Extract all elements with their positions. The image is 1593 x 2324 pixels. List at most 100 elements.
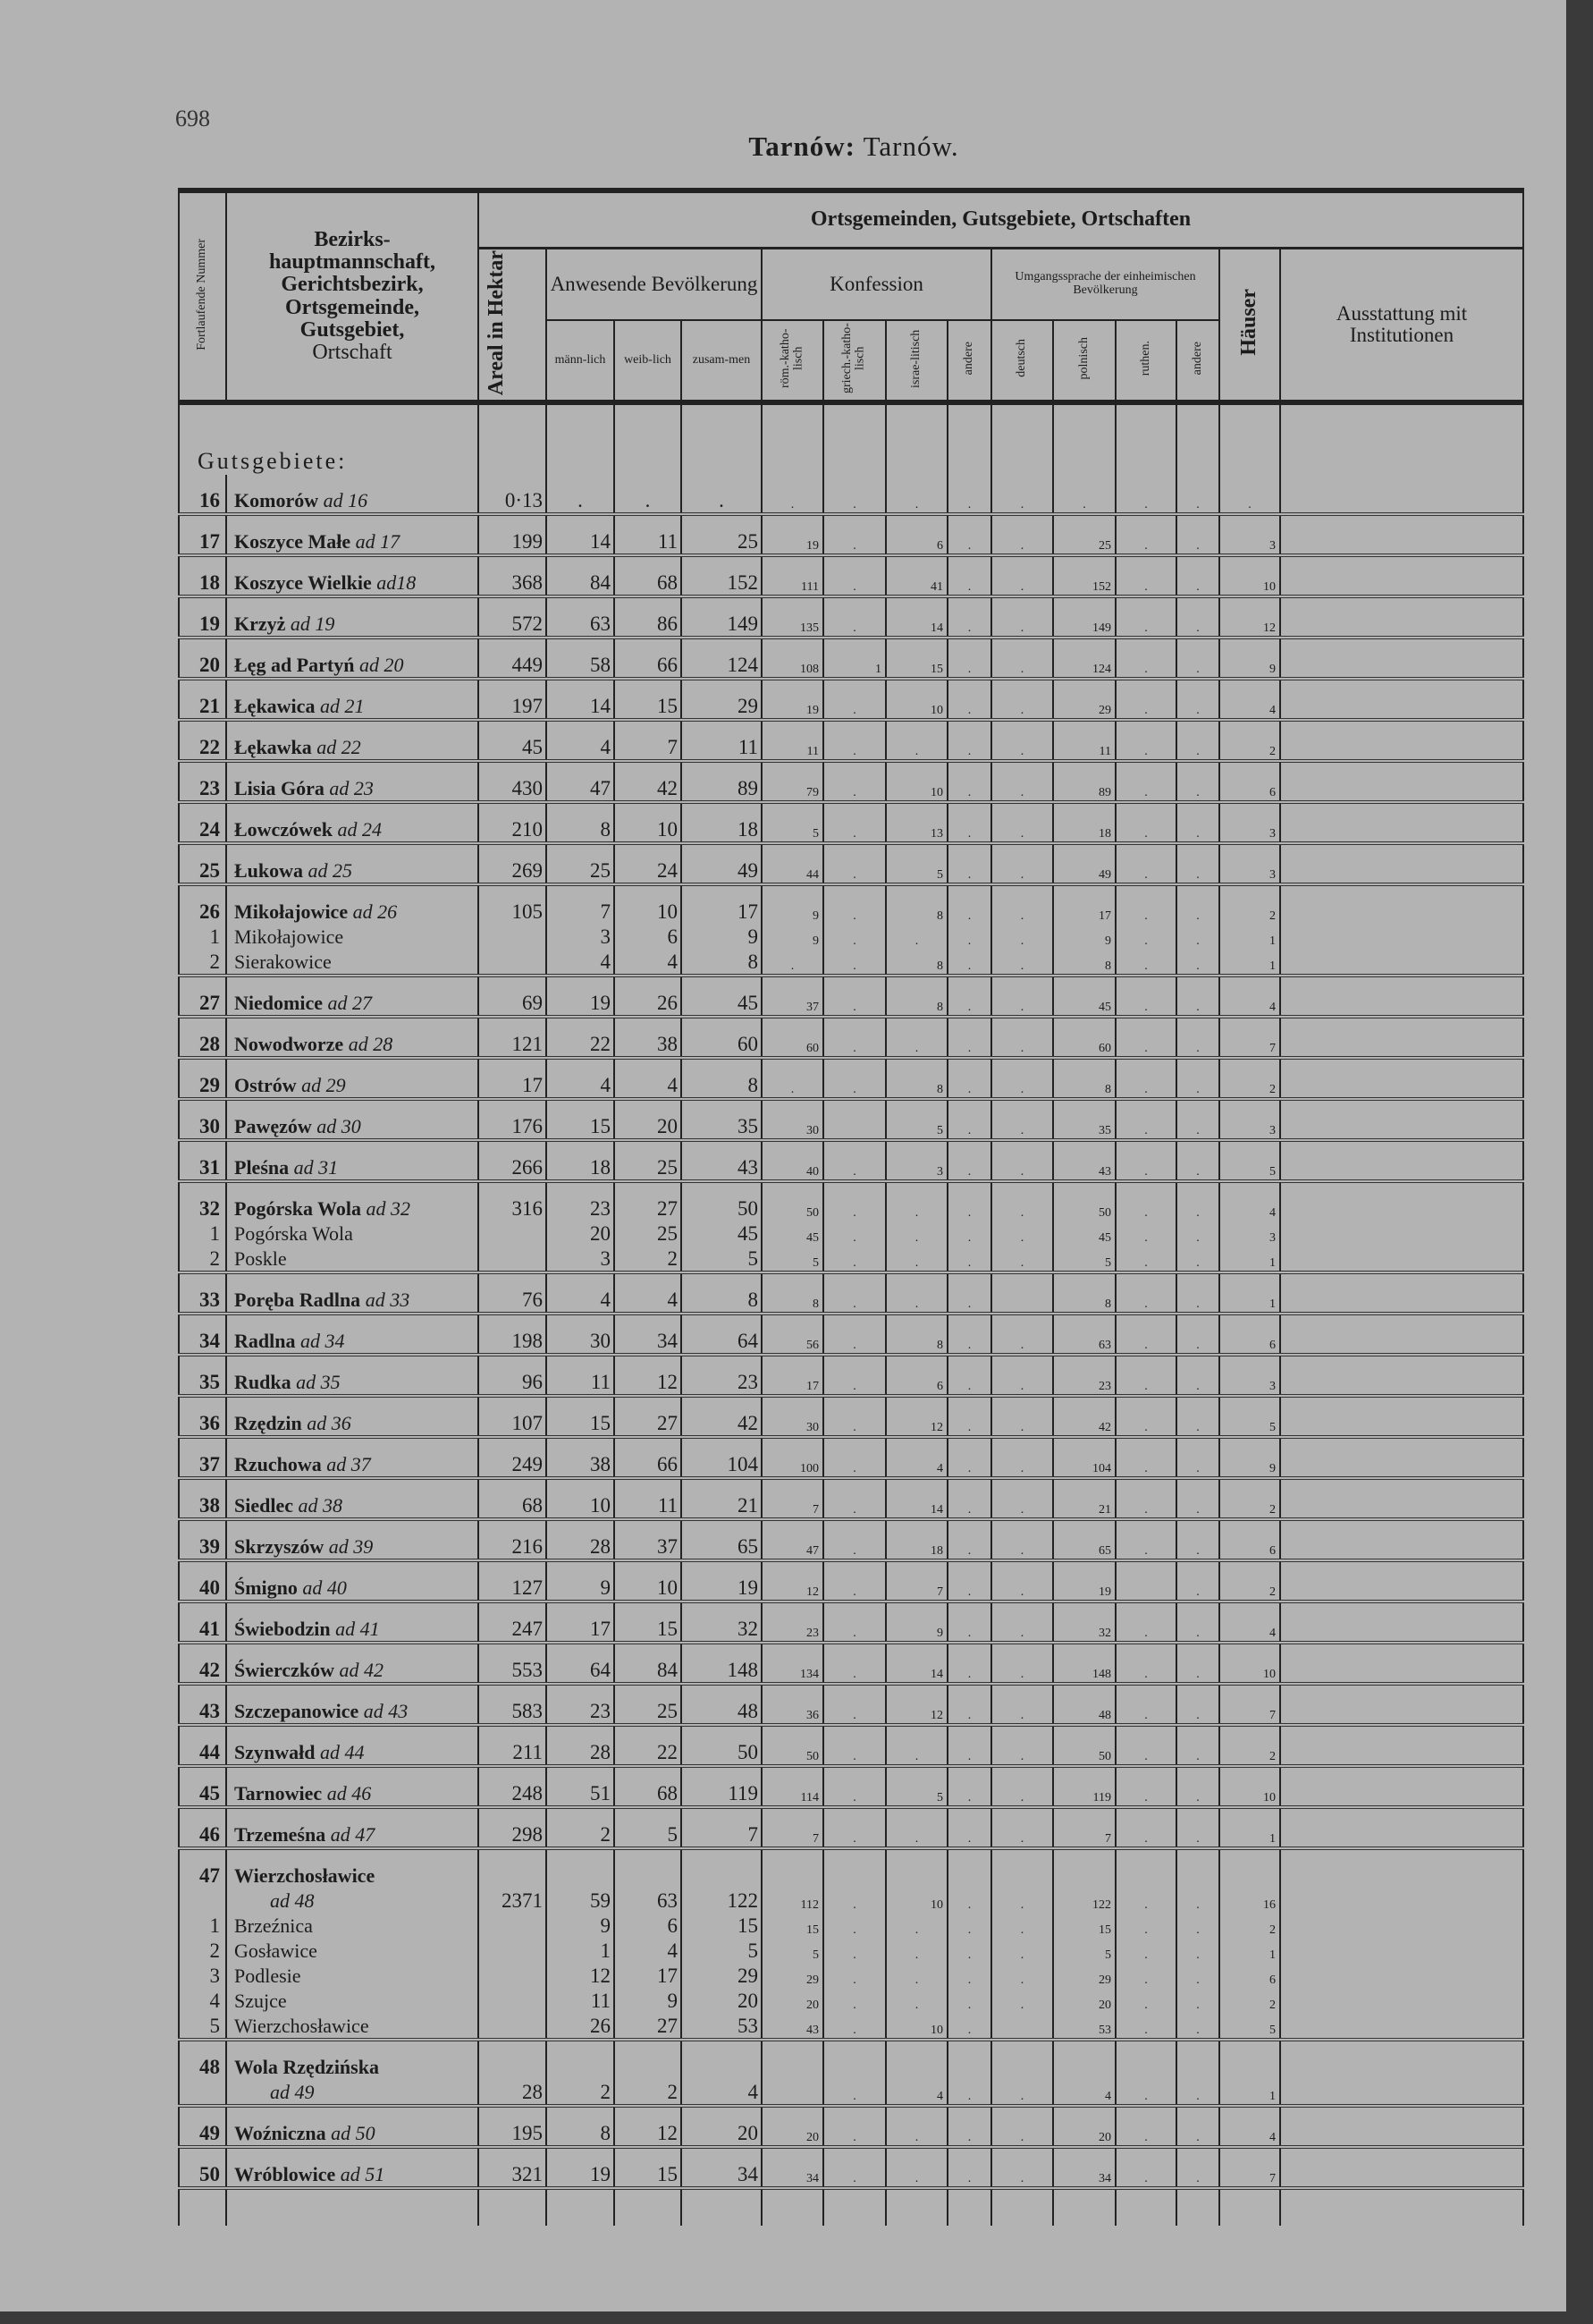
- place-name: Gosławice: [225, 1938, 479, 1963]
- cell-israelitisch: 14: [885, 596, 948, 639]
- cell-ruthenisch: .: [1115, 1181, 1177, 1221]
- cell-weiblich: 15: [613, 2147, 682, 2190]
- row-number: 33: [178, 1272, 227, 1315]
- cell-roem-kath: 50: [761, 1725, 824, 1768]
- empty-cell: [477, 2188, 547, 2226]
- cell-maennlich: 58: [545, 638, 615, 680]
- cell-haeuser: 6: [1218, 1963, 1281, 1988]
- cell-haeuser: 6: [1218, 761, 1281, 804]
- cell-ruthenisch: .: [1115, 2147, 1177, 2190]
- place-name: Śmigno ad 40: [225, 1560, 479, 1603]
- cell-deutsch: .: [990, 2079, 1054, 2108]
- cell-maennlich: [545, 1848, 615, 1888]
- cell-haeuser: 2: [1218, 1478, 1281, 1521]
- cell-zusammen: 50: [680, 1725, 763, 1768]
- cell-haeuser: [1218, 1848, 1281, 1888]
- cell-konf-andere: .: [947, 924, 992, 949]
- cell-polnisch: 45: [1052, 976, 1117, 1018]
- cell-ruthenisch: [1115, 2040, 1177, 2079]
- cell-ruthenisch: .: [1115, 514, 1177, 557]
- place-name: Pawęzów ad 30: [225, 1099, 479, 1142]
- cell-israelitisch: .: [885, 1913, 948, 1938]
- cell-zusammen: 50: [680, 1181, 763, 1221]
- cell-areal: 127: [477, 1560, 547, 1603]
- cell-griech-kath: .: [822, 596, 887, 639]
- cell-ruthenisch: .: [1115, 1246, 1177, 1274]
- cell-israelitisch: 10: [885, 679, 948, 722]
- table-row: 24 Łowczówek ad 24 210 8 10 18 5. 13.. 18.. 3: [178, 802, 1525, 845]
- cell-griech-kath: .: [822, 555, 887, 598]
- cell-israelitisch: 8: [885, 949, 948, 977]
- cell-zusammen: 23: [680, 1355, 763, 1398]
- cell-deutsch: .: [990, 2147, 1054, 2190]
- cell-polnisch: 122: [1052, 1888, 1117, 1913]
- cell-zusammen: 25: [680, 514, 763, 557]
- cell-konf-andere: .: [947, 949, 992, 977]
- cell-israelitisch: .: [885, 1807, 948, 1850]
- cell-maennlich: 47: [545, 761, 615, 804]
- cell-maennlich: 4: [545, 949, 615, 977]
- header-super: Ortsgemeinden, Gutsgebiete, Ortschaften: [476, 190, 1525, 249]
- cell-polnisch: 42: [1052, 1396, 1117, 1439]
- place-ad-ref: ad 37: [326, 1453, 371, 1475]
- place-name-text: Łękawica: [234, 695, 316, 717]
- cell-deutsch: .: [990, 1725, 1054, 1768]
- place-ad-ref: ad 23: [329, 777, 374, 799]
- cell-ausstattung: [1278, 1221, 1525, 1246]
- cell-griech-kath: .: [822, 1725, 887, 1768]
- row-number: 18: [178, 555, 227, 598]
- cell-ruthenisch: .: [1115, 949, 1177, 977]
- cell-sprache-andere: .: [1176, 679, 1220, 722]
- cell-roem-kath: 9: [761, 924, 824, 949]
- place-name-text: Mikołajowice: [234, 900, 349, 923]
- place-name-text: Szujce: [234, 1990, 287, 2012]
- cell-areal: 572: [477, 596, 547, 639]
- cell-haeuser: 7: [1218, 1684, 1281, 1727]
- place-ad-ref: ad 25: [308, 859, 353, 882]
- header-sprache-andere: andere: [1176, 319, 1220, 403]
- cell-ruthenisch: .: [1115, 802, 1177, 845]
- cell-ausstattung: [1278, 2013, 1525, 2041]
- cell-polnisch: 43: [1052, 1140, 1117, 1183]
- cell-areal: [477, 1938, 547, 1963]
- cell-haeuser: 4: [1218, 2106, 1281, 2149]
- table-row: 50 Wróblowice ad 51 321 19 15 34 34.... 34.. 7: [178, 2147, 1525, 2190]
- cell-areal: 249: [477, 1437, 547, 1480]
- cell-ruthenisch: .: [1115, 1725, 1177, 1768]
- cell-weiblich: 25: [613, 1684, 682, 1727]
- place-name: ad 48: [225, 1888, 479, 1913]
- cell-ruthenisch: .: [1115, 1478, 1177, 1521]
- cell-ruthenisch: .: [1115, 1355, 1177, 1398]
- cell-zusammen: 21: [680, 1478, 763, 1521]
- cell-areal: 298: [477, 1807, 547, 1850]
- cell-deutsch: .: [990, 1519, 1054, 1562]
- cell-ruthenisch: .: [1115, 2106, 1177, 2149]
- cell-deutsch: .: [990, 638, 1054, 680]
- cell-konf-andere: .: [947, 1913, 992, 1938]
- cell-zusammen: 11: [680, 720, 763, 763]
- cell-areal: 583: [477, 1684, 547, 1727]
- cell-roem-kath: 20: [761, 1988, 824, 2013]
- cell-konf-andere: [947, 1848, 992, 1888]
- cell-konf-andere: .: [947, 1221, 992, 1246]
- cell-weiblich: 4: [613, 1938, 682, 1963]
- cell-konf-andere: .: [947, 1478, 992, 1521]
- cell-deutsch: .: [990, 1560, 1054, 1603]
- place-name-text: Łowczówek: [234, 818, 333, 841]
- empty-cell: [680, 2188, 763, 2226]
- row-number: 3: [178, 1963, 227, 1988]
- place-name: Pogórska Wola ad 32: [225, 1181, 479, 1221]
- cell-maennlich: 2: [545, 2079, 615, 2108]
- cell-israelitisch: 5: [885, 1766, 948, 1809]
- cell-maennlich: 18: [545, 1140, 615, 1183]
- cell-roem-kath: [761, 1848, 824, 1888]
- cell-griech-kath: .: [822, 2013, 887, 2041]
- place-name-text: Gosławice: [234, 1939, 317, 1962]
- cell-polnisch: 152: [1052, 555, 1117, 598]
- row-number: 48: [178, 2040, 227, 2079]
- place-name: Tarnowiec ad 46: [225, 1766, 479, 1809]
- cell-weiblich: 27: [613, 1181, 682, 1221]
- cell-israelitisch: .: [885, 924, 948, 949]
- row-number: 44: [178, 1725, 227, 1768]
- cell-haeuser: 2: [1218, 1725, 1281, 1768]
